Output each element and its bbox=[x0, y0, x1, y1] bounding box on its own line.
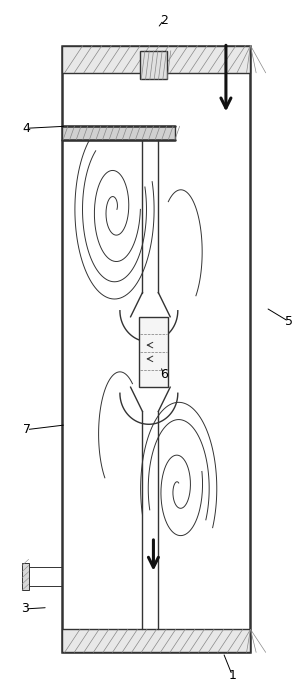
Text: 6: 6 bbox=[160, 368, 168, 381]
Bar bbox=[62, 630, 251, 652]
Text: 7: 7 bbox=[23, 423, 31, 436]
Text: 3: 3 bbox=[21, 603, 29, 616]
Bar bbox=[62, 46, 251, 73]
Text: 4: 4 bbox=[23, 122, 31, 135]
Bar bbox=[22, 562, 29, 590]
Bar bbox=[139, 316, 168, 387]
Bar bbox=[62, 126, 175, 140]
Text: 1: 1 bbox=[228, 669, 236, 681]
Bar bbox=[140, 50, 167, 79]
Bar bbox=[62, 46, 251, 652]
Text: 5: 5 bbox=[285, 315, 293, 328]
Text: 2: 2 bbox=[160, 14, 168, 26]
